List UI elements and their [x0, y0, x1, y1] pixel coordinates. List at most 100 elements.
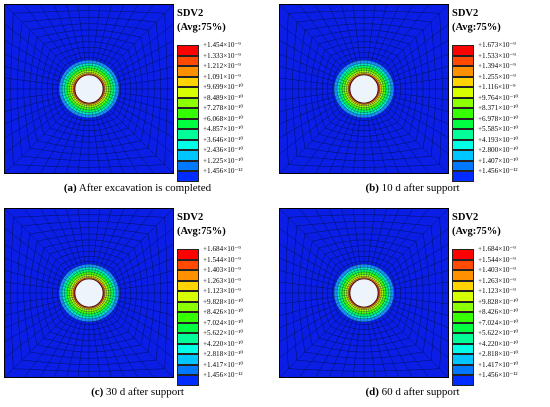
caption-text: 10 d after support [378, 182, 460, 194]
legend-row: +1.263×10⁻⁹ [177, 277, 272, 291]
legend-label: +1.533×10⁻⁹ [478, 51, 516, 60]
legend-row: +1.684×10⁻⁹ [452, 245, 547, 260]
legend-label: +5.622×10⁻¹⁰ [478, 329, 519, 337]
panel-caption: (a) After excavation is completed [0, 182, 275, 194]
legend-row: +1.091×10⁻⁹ [177, 73, 272, 87]
legend-swatch [452, 364, 474, 375]
legend-row: +1.123×10⁻⁹ [452, 287, 547, 302]
legend-title: SDV2 [177, 8, 204, 19]
tunnel-opening [74, 278, 104, 308]
legend-swatch [452, 55, 474, 66]
legend-row: +1.456×10⁻¹² [177, 371, 272, 386]
legend-label: +4.193×10⁻¹⁰ [478, 135, 519, 144]
legend-label: +1.116×10⁻⁹ [478, 83, 516, 91]
legend-row: +2.818×10⁻¹⁰ [177, 350, 272, 365]
caption-text: 60 d after support [378, 386, 460, 398]
legend-swatch [177, 76, 199, 87]
tunnel-opening [349, 278, 379, 308]
legend-label: +1.544×10⁻⁹ [203, 255, 241, 264]
legend-swatch [452, 171, 474, 182]
legend-label: +1.403×10⁻⁹ [203, 266, 241, 274]
legend-label: +1.407×10⁻¹⁰ [478, 156, 519, 165]
panel-d: SDV2 (Avg:75%) +1.684×10⁻⁹ +1.544×10⁻⁹ +1.40… [275, 204, 550, 407]
legend-label: +1.394×10⁻⁹ [478, 62, 516, 70]
legend-row: +2.800×10⁻¹⁰ [452, 146, 547, 161]
legend-swatch [177, 45, 199, 56]
plot-area [3, 207, 175, 379]
legend-swatch [452, 322, 474, 333]
tunnel-opening [74, 74, 104, 104]
legend-swatch [452, 291, 474, 302]
legend-label: +2.436×10⁻¹⁰ [203, 146, 244, 154]
legend-row: +4.220×10⁻¹⁰ [177, 340, 272, 354]
legend-row: +1.116×10⁻⁹ [452, 83, 547, 98]
legend-label: +6.978×10⁻¹⁰ [478, 114, 519, 123]
legend-row: +9.828×10⁻¹⁰ [177, 298, 272, 312]
legend-swatch [177, 364, 199, 375]
legend-label: +1.684×10⁻⁹ [203, 245, 241, 253]
legend-row: +8.426×10⁻¹⁰ [452, 308, 547, 323]
legend-row: +1.123×10⁻⁹ [177, 287, 272, 302]
legend-subtitle: (Avg:75%) [177, 22, 226, 33]
legend-label: +1.417×10⁻¹⁰ [478, 360, 519, 369]
legend-row: +8.371×10⁻¹⁰ [452, 104, 547, 119]
legend-label: +1.212×10⁻⁹ [203, 62, 241, 70]
legend-swatch [177, 249, 199, 260]
legend-label: +9.764×10⁻¹⁰ [478, 93, 519, 102]
legend-label: +4.220×10⁻¹⁰ [203, 339, 244, 348]
legend-row: +5.622×10⁻¹⁰ [452, 329, 547, 344]
legend-label: +9.828×10⁻¹⁰ [478, 297, 519, 306]
legend-row: +1.263×10⁻⁹ [452, 277, 547, 291]
legend-swatch [177, 322, 199, 333]
legend-swatch [177, 171, 199, 182]
legend-swatch [452, 354, 474, 365]
legend-row: +1.255×10⁻⁹ [452, 73, 547, 87]
legend-swatch [177, 280, 199, 291]
legend-label: +7.024×10⁻¹⁰ [478, 318, 519, 327]
legend-swatch [177, 139, 199, 150]
legend-row: +1.212×10⁻⁹ [177, 62, 272, 77]
legend-label: +9.828×10⁻¹⁰ [203, 297, 244, 306]
legend-label: +2.800×10⁻¹⁰ [478, 146, 519, 154]
legend-label: +3.646×10⁻¹⁰ [203, 135, 244, 144]
legend-label: +1.255×10⁻⁹ [478, 72, 516, 81]
legend-label: +1.673×10⁻⁹ [478, 41, 516, 49]
legend-label: +1.417×10⁻¹⁰ [203, 360, 244, 369]
legend-row: +1.454×10⁻⁹ [177, 41, 272, 56]
legend-label: +1.544×10⁻⁹ [478, 255, 516, 264]
legend-row: +9.828×10⁻¹⁰ [452, 298, 547, 312]
legend-swatch [177, 291, 199, 302]
legend-label: +1.263×10⁻⁹ [203, 276, 241, 285]
legend-label: +8.371×10⁻¹⁰ [478, 104, 519, 112]
legend-row: +8.489×10⁻¹⁰ [177, 94, 272, 108]
legend-row: +2.436×10⁻¹⁰ [177, 146, 272, 161]
legend-swatch [452, 45, 474, 56]
legend-swatch [177, 97, 199, 108]
legend-row: +1.673×10⁻⁹ [452, 41, 547, 56]
legend-swatch [452, 249, 474, 260]
legend-swatch [177, 160, 199, 171]
panel-caption: (c) 30 d after support [0, 386, 275, 398]
caption-letter: (d) [365, 386, 379, 398]
contour-plot [278, 207, 450, 379]
legend-swatch [177, 66, 199, 77]
legend-swatch [452, 343, 474, 354]
contour-plot [3, 3, 175, 175]
legend-label: +5.622×10⁻¹⁰ [203, 329, 244, 337]
legend-swatch [452, 301, 474, 312]
legend-label: +1.123×10⁻⁹ [203, 287, 241, 295]
tunnel-opening [349, 74, 379, 104]
legend-swatch [177, 301, 199, 312]
legend-subtitle: (Avg:75%) [452, 226, 501, 237]
legend-label: +8.489×10⁻¹⁰ [203, 93, 244, 102]
caption-letter: (a) [63, 182, 77, 194]
legend-label: +2.818×10⁻¹⁰ [203, 350, 244, 358]
legend-swatch [177, 375, 199, 386]
legend-row: +1.403×10⁻⁹ [452, 266, 547, 281]
legend-swatch [452, 259, 474, 270]
caption-text: 30 d after support [103, 386, 184, 398]
legend-row: +1.225×10⁻¹⁰ [177, 157, 272, 171]
legend-label: +4.220×10⁻¹⁰ [478, 339, 519, 348]
legend-swatch [452, 108, 474, 119]
legend-row: +9.699×10⁻¹⁰ [177, 83, 272, 98]
